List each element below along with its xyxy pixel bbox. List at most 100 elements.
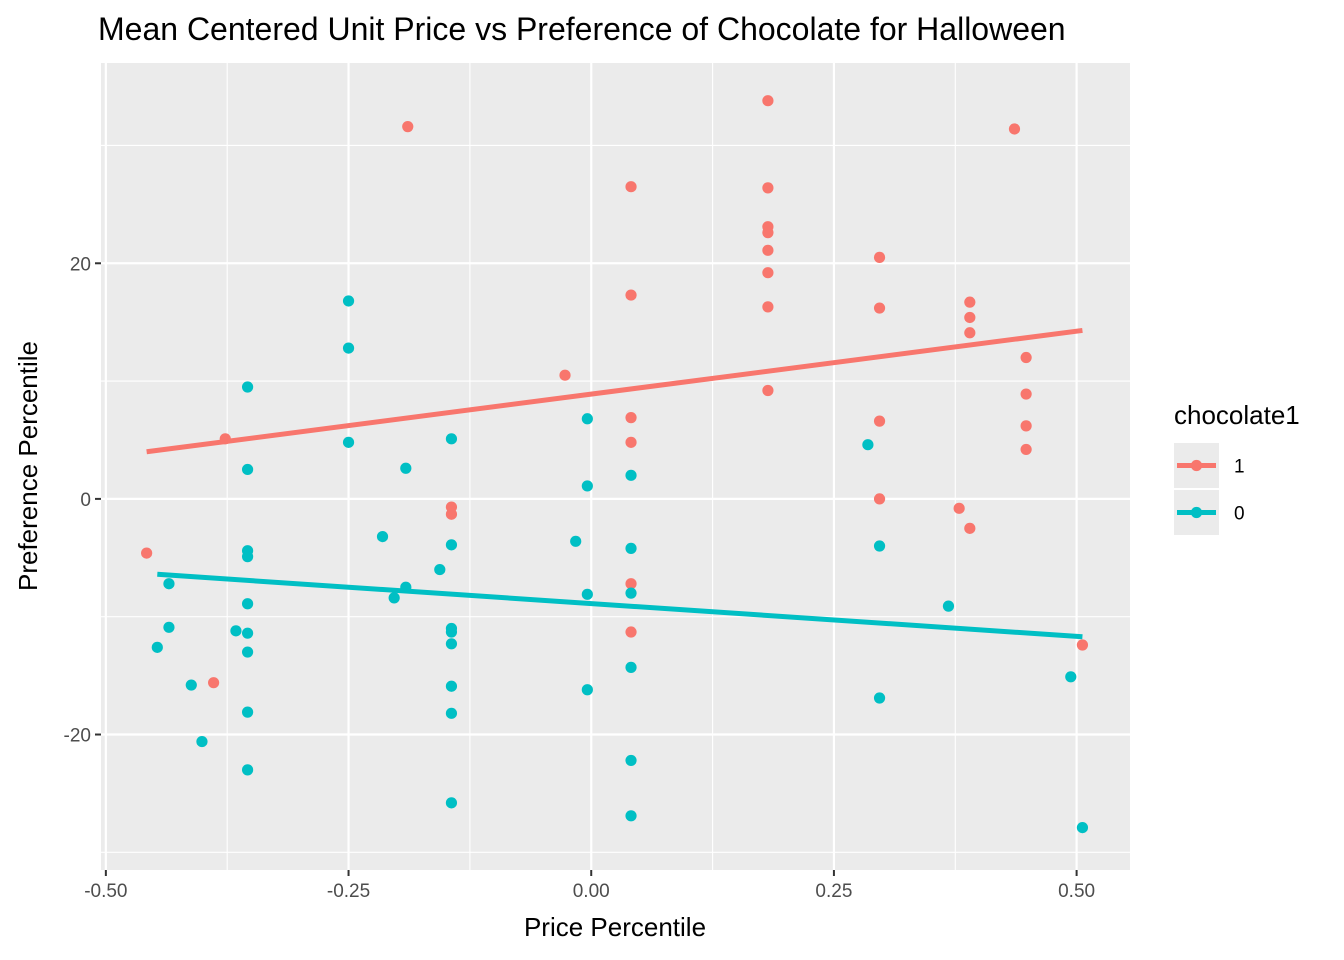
trend-line-0	[157, 571, 1083, 640]
data-point-1	[1076, 639, 1089, 651]
legend-key-point-0	[1190, 506, 1203, 519]
x-tick-label: 0.00	[573, 881, 610, 902]
data-point-0	[342, 436, 355, 448]
data-point-1	[559, 369, 571, 381]
data-point-0	[400, 581, 412, 593]
data-point-0	[1076, 821, 1089, 834]
trend-line-1	[146, 327, 1083, 455]
data-point-0	[241, 764, 254, 776]
data-point-1	[1020, 420, 1032, 432]
data-point-1	[762, 182, 774, 194]
x-axis-ticks: -0.50 -0.25 0.00 0.25 0.50	[84, 870, 1095, 902]
x-tick-label: 0.25	[815, 881, 852, 902]
chart-title: Mean Centered Unit Price vs Preference o…	[98, 11, 1066, 47]
data-point-0	[376, 530, 389, 543]
data-point-0	[581, 413, 593, 425]
y-tick-label: -20	[64, 726, 91, 747]
data-point-0	[942, 600, 955, 612]
data-point-0	[1065, 671, 1077, 683]
data-point-1	[141, 547, 153, 559]
data-point-1	[762, 227, 774, 239]
data-point-0	[388, 592, 400, 604]
data-point-0	[581, 684, 593, 696]
data-point-0	[241, 598, 254, 610]
y-tick-label: 20	[70, 254, 91, 275]
data-point-1	[402, 121, 414, 133]
data-point-0	[163, 621, 175, 633]
data-point-1	[873, 493, 886, 505]
trend-lines	[146, 327, 1083, 640]
data-point-0	[873, 692, 886, 704]
y-tick-label: 0	[80, 490, 91, 511]
data-point-1	[1020, 388, 1032, 400]
data-point-1	[964, 296, 976, 308]
x-axis-title: Price Percentile	[524, 912, 706, 942]
legend-key-point-1	[1190, 459, 1203, 472]
data-point-0	[230, 625, 242, 637]
x-tick-label: 0.50	[1058, 881, 1095, 902]
data-point-1	[964, 522, 976, 534]
x-tick-label: -0.25	[327, 881, 370, 902]
data-point-0	[445, 638, 458, 650]
data-point-0	[625, 469, 637, 481]
legend-title: chocolate1	[1174, 400, 1300, 430]
legend-label-1: 1	[1234, 457, 1245, 478]
data-point-1	[625, 412, 637, 424]
data-point-0	[625, 542, 637, 554]
data-point-1	[1020, 443, 1032, 456]
data-point-1	[1020, 351, 1032, 364]
y-axis-title: Preference Percentile	[13, 341, 43, 591]
data-point-0	[434, 563, 446, 576]
data-point-1	[762, 244, 774, 256]
data-point-1	[873, 302, 886, 314]
data-point-0	[445, 626, 458, 638]
data-point-0	[185, 679, 197, 691]
data-point-0	[400, 462, 412, 474]
data-point-0	[196, 735, 208, 748]
data-point-1	[445, 508, 458, 520]
data-point-1	[1008, 123, 1021, 135]
data-point-0	[625, 661, 637, 673]
data-point-1	[625, 436, 637, 448]
data-point-1	[762, 95, 774, 107]
data-point-1	[625, 626, 637, 638]
data-point-0	[241, 627, 254, 639]
data-point-0	[862, 439, 874, 451]
grid-minor	[101, 63, 1130, 870]
data-point-0	[445, 707, 458, 719]
data-point-1	[964, 327, 976, 339]
legend-keys: 10	[1174, 443, 1245, 535]
data-point-1	[953, 502, 965, 514]
data-point-0	[445, 680, 458, 692]
data-point-1	[625, 578, 637, 590]
data-point-0	[873, 540, 886, 552]
data-point-0	[445, 539, 458, 551]
data-point-0	[625, 810, 637, 822]
y-axis-ticks: -20 0 20	[64, 254, 101, 747]
data-point-0	[625, 754, 637, 767]
data-point-0	[151, 641, 163, 653]
data-point-1	[873, 415, 886, 427]
data-point-0	[241, 706, 254, 718]
data-point-0	[570, 535, 582, 547]
data-point-1	[762, 267, 774, 279]
data-points	[141, 95, 1089, 834]
data-point-0	[241, 381, 254, 393]
data-point-1	[873, 251, 886, 263]
legend: chocolate1 10	[1174, 400, 1300, 535]
data-point-1	[625, 181, 637, 193]
data-point-0	[342, 295, 355, 307]
data-point-0	[625, 587, 637, 599]
data-point-0	[241, 463, 254, 476]
legend-label-0: 0	[1234, 504, 1245, 525]
data-point-1	[208, 677, 220, 689]
data-point-0	[163, 578, 175, 590]
data-point-0	[581, 588, 593, 600]
data-point-0	[241, 551, 254, 563]
data-point-0	[445, 433, 458, 445]
grid-major	[101, 63, 1130, 870]
data-point-1	[762, 384, 774, 397]
data-point-0	[241, 646, 254, 658]
plot-panel	[101, 63, 1130, 870]
